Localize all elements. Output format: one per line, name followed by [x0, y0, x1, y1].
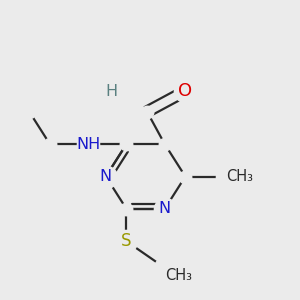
Text: S: S [121, 232, 132, 250]
Text: N: N [100, 169, 112, 184]
Text: NH: NH [76, 136, 100, 152]
Text: O: O [178, 82, 192, 100]
Text: N: N [159, 201, 171, 216]
Text: CH₃: CH₃ [226, 169, 254, 184]
Text: H: H [106, 84, 118, 99]
Text: CH₃: CH₃ [165, 268, 192, 283]
